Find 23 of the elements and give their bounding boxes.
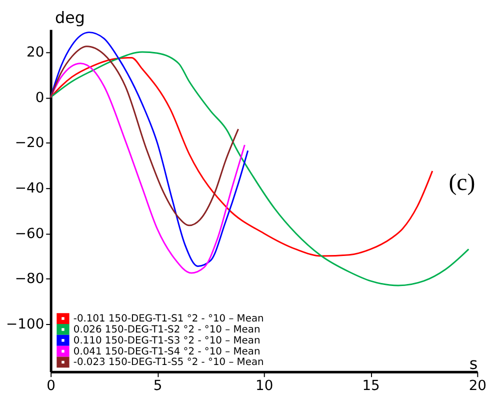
x-tick-label: 20 (468, 378, 486, 394)
y-tick-label: −20 (14, 135, 44, 152)
legend-label: 0.041 150-DEG-T1-S4 °2 - °10 – Mean (73, 346, 260, 358)
y-tick-label: 20 (26, 44, 44, 60)
legend-label: -0.101 150-DEG-T1-S1 °2 - °10 – Mean (73, 314, 264, 325)
x-tick-label: 5 (153, 378, 162, 394)
legend-label: -0.023 150-DEG-T1-S5 °2 - °10 – Mean (73, 357, 264, 368)
line-series (50, 46, 240, 226)
y-axis-title: deg (55, 8, 85, 27)
legend-label: 0.026 150-DEG-T1-S2 °2 - °10 – Mean (73, 324, 260, 336)
y-tick-label: −60 (14, 226, 44, 242)
line-series (50, 62, 246, 274)
y-tick-label: −80 (14, 271, 44, 288)
y-tick-label: −40 (14, 180, 44, 196)
x-axis-title: s (469, 354, 478, 374)
y-tick-label: −100 (6, 316, 44, 332)
annotation: (c) (448, 170, 476, 196)
legend-label: 0.110 150-DEG-T1-S3 °2 - °10 – Mean (73, 335, 260, 346)
x-tick-label: 0 (46, 378, 56, 394)
y-tick-label: 0 (35, 90, 44, 106)
x-tick-label: 10 (256, 378, 274, 394)
line-series (50, 32, 249, 267)
x-tick-label: 15 (362, 378, 380, 394)
